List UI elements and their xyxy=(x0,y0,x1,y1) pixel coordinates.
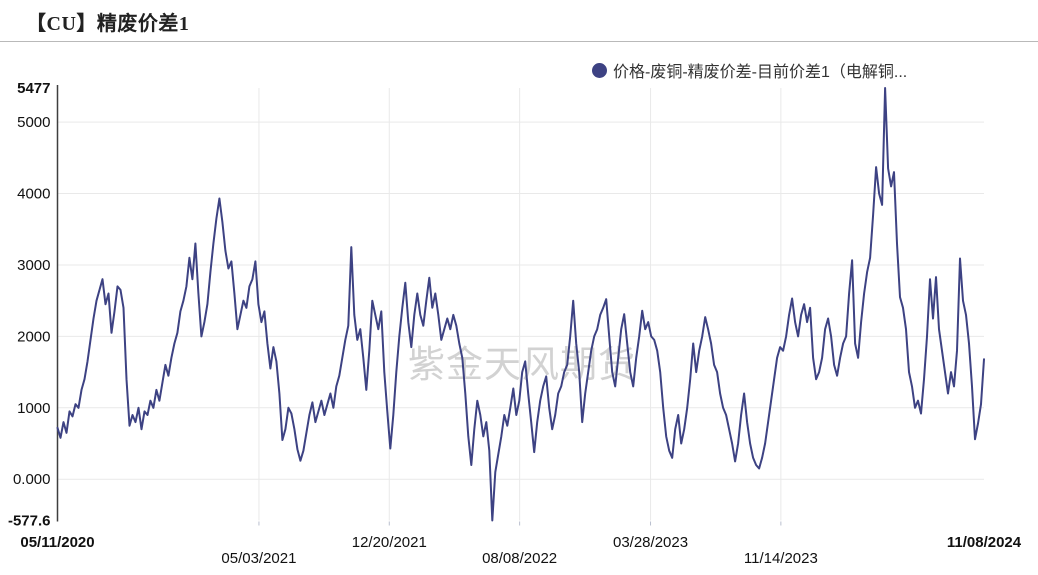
y-axis-label: 5477 xyxy=(17,80,50,97)
y-axis-label: -577.6 xyxy=(8,513,51,530)
page-title: 【CU】精废价差1 xyxy=(26,13,190,35)
x-axis-label: 03/28/2023 xyxy=(613,534,688,551)
series-marker-icon xyxy=(592,62,607,78)
y-axis-label: 5000 xyxy=(17,114,50,131)
x-axis-label: 05/11/2020 xyxy=(20,534,94,551)
y-axis-label: 4000 xyxy=(17,186,50,203)
x-axis-label: 11/08/2024 xyxy=(947,534,1022,551)
x-axis-label: 05/03/2021 xyxy=(221,550,296,567)
x-axis-label: 12/20/2021 xyxy=(352,534,427,551)
y-axis-label: 3000 xyxy=(17,257,50,274)
title-divider xyxy=(0,41,1038,42)
x-axis-label: 11/14/2023 xyxy=(744,550,818,567)
series-line xyxy=(56,87,985,522)
legend-item[interactable]: 价格-废铜-精废价差-目前价差1（电解铜... xyxy=(592,58,907,82)
legend-label: 价格-废铜-精废价差-目前价差1（电解铜... xyxy=(613,64,908,81)
y-axis-label: 1000 xyxy=(17,400,50,417)
x-axis-label: 08/08/2022 xyxy=(482,550,557,567)
y-axis-label: 2000 xyxy=(17,328,50,345)
y-axis-label: 0.000 xyxy=(13,471,51,488)
